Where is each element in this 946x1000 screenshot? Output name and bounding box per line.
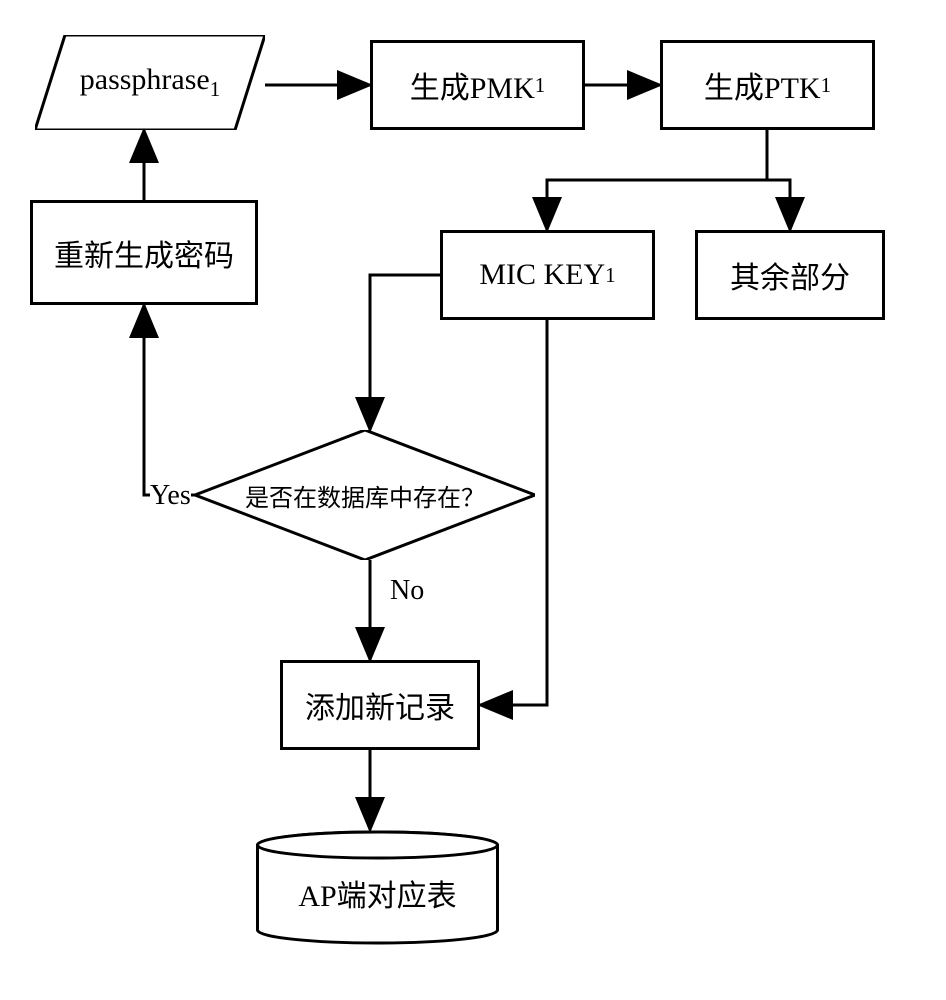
aptable-label: AP端对应表: [298, 871, 456, 915]
passphrase-sub: 1: [210, 77, 221, 101]
node-regenerate: 重新生成密码: [30, 200, 258, 305]
node-decision: 是否在数据库中存在？: [195, 430, 535, 560]
node-passphrase: passphrase1: [35, 35, 265, 130]
rest-label: 其余部分: [730, 253, 850, 297]
decision-label: 是否在数据库中存在？: [245, 478, 485, 513]
pmk-label: 生成PMK: [410, 63, 535, 107]
addrecord-label: 添加新记录: [305, 683, 455, 727]
label-no: No: [390, 575, 424, 607]
node-rest: 其余部分: [695, 230, 885, 320]
pmk-sub: 1: [535, 73, 546, 98]
node-pmk: 生成PMK1: [370, 40, 585, 130]
mickey-sub: 1: [605, 263, 616, 288]
passphrase-label: passphrase: [80, 63, 210, 96]
node-aptable: AP端对应表: [255, 830, 500, 945]
label-yes: Yes: [150, 480, 191, 512]
ptk-label: 生成PTK: [704, 63, 821, 107]
ptk-sub: 1: [821, 73, 832, 98]
regenerate-label: 重新生成密码: [54, 231, 234, 275]
mickey-label: MIC KEY: [479, 258, 605, 292]
node-addrecord: 添加新记录: [280, 660, 480, 750]
flowchart-canvas: passphrase1 生成PMK1 生成PTK1 重新生成密码 MIC KEY…: [0, 0, 946, 1000]
node-ptk: 生成PTK1: [660, 40, 875, 130]
node-mickey: MIC KEY1: [440, 230, 655, 320]
